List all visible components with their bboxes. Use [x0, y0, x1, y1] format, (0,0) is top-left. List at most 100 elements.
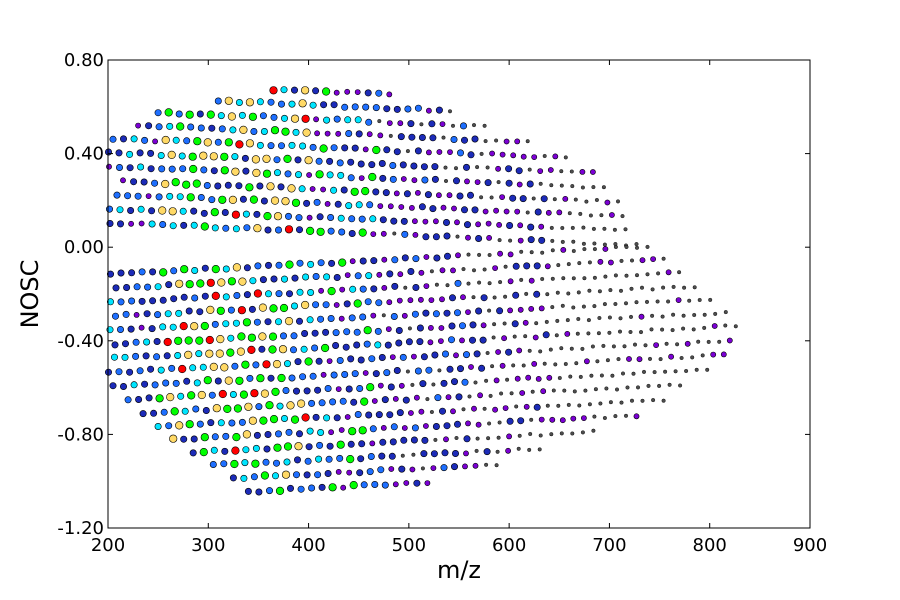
data-point	[495, 449, 500, 454]
data-point	[203, 376, 212, 385]
data-point	[248, 416, 257, 425]
data-point	[268, 345, 277, 354]
data-point	[130, 381, 138, 389]
data-point	[441, 135, 446, 140]
data-point	[370, 231, 377, 237]
data-point	[465, 234, 471, 241]
data-point	[502, 405, 509, 411]
data-point	[448, 109, 453, 114]
data-point	[124, 192, 132, 200]
data-point	[342, 343, 350, 351]
data-point	[222, 320, 230, 328]
data-point	[233, 291, 241, 299]
data-point	[134, 192, 142, 200]
data-point	[401, 312, 408, 319]
data-point	[398, 204, 405, 210]
data-point	[477, 252, 482, 257]
data-point	[505, 348, 513, 356]
data-point	[208, 391, 216, 399]
data-point	[613, 244, 618, 249]
data-point	[341, 370, 349, 378]
data-point	[517, 237, 524, 244]
data-point	[185, 307, 193, 315]
data-point	[287, 184, 296, 193]
data-point	[442, 219, 450, 227]
data-point	[262, 458, 270, 466]
data-point	[187, 123, 195, 131]
data-point	[362, 370, 369, 376]
data-point	[332, 329, 340, 337]
data-point	[112, 312, 120, 320]
data-point	[163, 352, 171, 360]
data-point	[336, 356, 344, 364]
data-point	[328, 259, 336, 267]
data-point	[405, 338, 413, 346]
data-point	[596, 331, 601, 336]
data-point	[314, 130, 320, 137]
data-point	[480, 322, 487, 329]
data-point	[421, 176, 429, 184]
data-point	[359, 285, 367, 293]
data-point	[154, 109, 162, 117]
data-point	[576, 317, 581, 322]
data-point	[381, 284, 388, 291]
data-point	[568, 374, 573, 379]
data-point	[604, 199, 611, 206]
data-point	[455, 234, 460, 239]
data-point	[595, 359, 600, 364]
y-tick-label: -1.20	[57, 518, 104, 539]
data-point	[289, 346, 297, 354]
data-point	[349, 258, 356, 265]
data-point	[506, 222, 514, 230]
data-point	[306, 316, 314, 324]
data-point	[168, 165, 176, 173]
data-point	[562, 388, 567, 393]
data-point	[497, 238, 502, 243]
data-point	[228, 419, 236, 427]
data-point	[545, 292, 550, 297]
data-point	[590, 344, 595, 349]
data-point	[445, 283, 450, 288]
data-point	[229, 126, 237, 134]
data-point	[403, 480, 410, 486]
data-point	[455, 393, 463, 401]
data-point	[253, 431, 261, 439]
data-point	[579, 168, 586, 175]
x-tick-label: 900	[793, 535, 827, 556]
data-point	[175, 279, 184, 288]
data-point	[570, 415, 577, 422]
data-point	[226, 348, 235, 357]
data-point	[411, 310, 419, 318]
data-point	[381, 396, 389, 404]
data-point	[318, 483, 326, 491]
data-point	[396, 297, 403, 304]
data-point	[619, 288, 624, 293]
data-point	[456, 192, 464, 200]
data-point	[503, 264, 508, 269]
data-point	[487, 308, 492, 313]
data-point	[169, 434, 178, 443]
data-point	[418, 134, 426, 142]
data-point	[197, 390, 206, 400]
data-point	[243, 291, 251, 299]
data-point	[344, 116, 352, 124]
data-point	[288, 100, 296, 108]
data-point	[155, 394, 164, 403]
data-point	[430, 465, 437, 471]
data-point	[678, 383, 683, 388]
data-point	[120, 382, 128, 390]
data-point	[571, 276, 576, 281]
data-point	[160, 408, 168, 416]
data-point	[348, 215, 356, 223]
data-point	[502, 321, 507, 326]
data-point	[117, 269, 125, 277]
data-point	[425, 397, 430, 402]
data-point	[493, 377, 500, 384]
data-point	[525, 374, 532, 381]
data-point	[338, 427, 345, 433]
data-point	[656, 271, 661, 276]
data-point	[562, 195, 569, 202]
data-point	[454, 279, 462, 287]
data-point	[560, 246, 567, 253]
data-point	[296, 259, 304, 267]
